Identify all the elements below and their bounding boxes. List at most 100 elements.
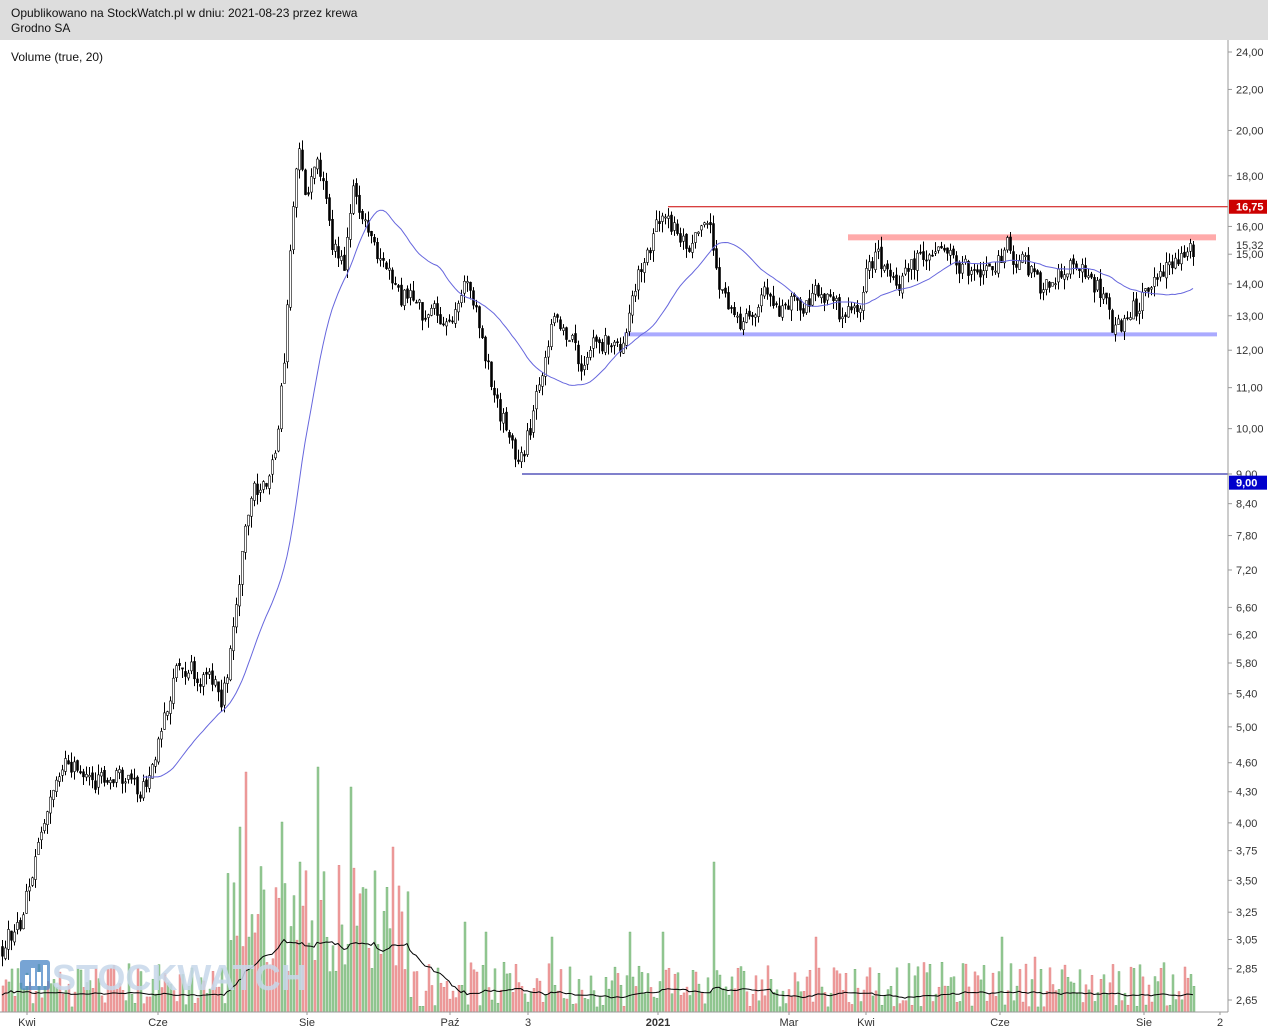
candle: [304, 168, 307, 196]
candle: [826, 293, 829, 306]
candle: [556, 313, 559, 323]
volume-bar: [574, 1003, 578, 1013]
volume-bar: [148, 996, 152, 1013]
candle-body: [403, 289, 406, 306]
candle-body: [349, 213, 352, 240]
volume-bar: [925, 972, 929, 1013]
candle-body: [964, 258, 967, 263]
volume-bar: [895, 967, 899, 1013]
candle: [721, 289, 724, 294]
candle-body: [244, 525, 247, 553]
volume-bar: [1081, 1002, 1085, 1013]
candle-body: [1156, 277, 1159, 280]
chart-header: Opublikowano na StockWatch.pl w dniu: 20…: [0, 0, 1268, 40]
candle-body: [589, 350, 592, 358]
candle: [367, 211, 370, 237]
candle-body: [607, 336, 610, 345]
candle: [571, 333, 574, 343]
candle: [760, 288, 763, 313]
candle-body: [568, 340, 571, 342]
candle: [736, 311, 739, 324]
volume-bar: [979, 979, 983, 1013]
candle: [70, 752, 73, 778]
candle: [817, 282, 820, 298]
candle: [19, 917, 22, 932]
candle-body: [826, 293, 829, 301]
candle-body: [346, 237, 349, 271]
candle: [1042, 282, 1045, 301]
volume-bar: [679, 995, 683, 1013]
candle-body: [331, 218, 334, 250]
candle-body: [850, 306, 853, 311]
candle: [76, 759, 79, 773]
volume-bar: [559, 969, 563, 1013]
candle-body: [526, 430, 529, 455]
candle: [1075, 260, 1078, 271]
candle: [175, 663, 178, 682]
candle: [205, 667, 208, 685]
candle-body: [616, 341, 619, 344]
volume-bar: [871, 995, 875, 1013]
candle-body: [1162, 271, 1165, 277]
candle: [976, 264, 979, 275]
candle-body: [7, 929, 10, 950]
candle-body: [28, 886, 31, 892]
candle-body: [436, 303, 439, 316]
y-tick-label: 3,75: [1236, 846, 1257, 858]
volume-bar: [592, 990, 596, 1013]
candle: [289, 244, 292, 311]
candle: [880, 236, 883, 278]
candle: [547, 340, 550, 365]
candle-body: [199, 684, 202, 687]
volume-bar: [436, 967, 440, 1013]
candle-body: [466, 281, 469, 284]
candle-body: [664, 216, 667, 219]
candle-body: [154, 759, 157, 767]
candle-body: [487, 360, 490, 363]
volume-bar: [1003, 1004, 1007, 1013]
candle-body: [1093, 277, 1096, 293]
x-tick-label: Sie: [299, 1017, 315, 1029]
volume-bar: [370, 968, 374, 1013]
candle-body: [667, 215, 670, 219]
candle-body: [739, 313, 742, 330]
candle-body: [1165, 262, 1168, 279]
candle: [391, 267, 394, 290]
candle: [496, 388, 499, 408]
candle-body: [1063, 274, 1066, 280]
candle: [937, 246, 940, 254]
candle: [55, 776, 58, 797]
candle: [46, 810, 49, 834]
candle-body: [634, 290, 637, 297]
candle-body: [376, 242, 379, 260]
candle-body: [400, 284, 403, 306]
candle-body: [334, 243, 337, 252]
candle: [790, 292, 793, 322]
candle-body: [778, 305, 781, 317]
candle: [691, 234, 694, 259]
candle: [703, 221, 706, 228]
candle: [829, 289, 832, 298]
candle-body: [829, 294, 832, 297]
volume-bar: [700, 992, 704, 1013]
candle-body: [601, 342, 604, 352]
candle-body: [10, 930, 13, 941]
candle-body: [1147, 287, 1150, 292]
candle-body: [367, 220, 370, 233]
volume-bar: [757, 1000, 761, 1013]
candle: [457, 300, 460, 321]
candle: [415, 299, 418, 304]
candle: [268, 474, 271, 495]
candle: [1171, 254, 1174, 275]
candle-body: [37, 842, 40, 855]
candle: [1087, 268, 1090, 280]
volume-bar: [730, 976, 734, 1013]
candle-body: [577, 344, 580, 365]
volume-bar: [1171, 974, 1175, 1013]
candle: [838, 293, 841, 323]
candle-body: [1105, 292, 1108, 299]
candle: [316, 156, 319, 175]
candle-body: [1171, 261, 1174, 269]
volume-bar: [832, 967, 836, 1013]
candle: [1030, 265, 1033, 279]
